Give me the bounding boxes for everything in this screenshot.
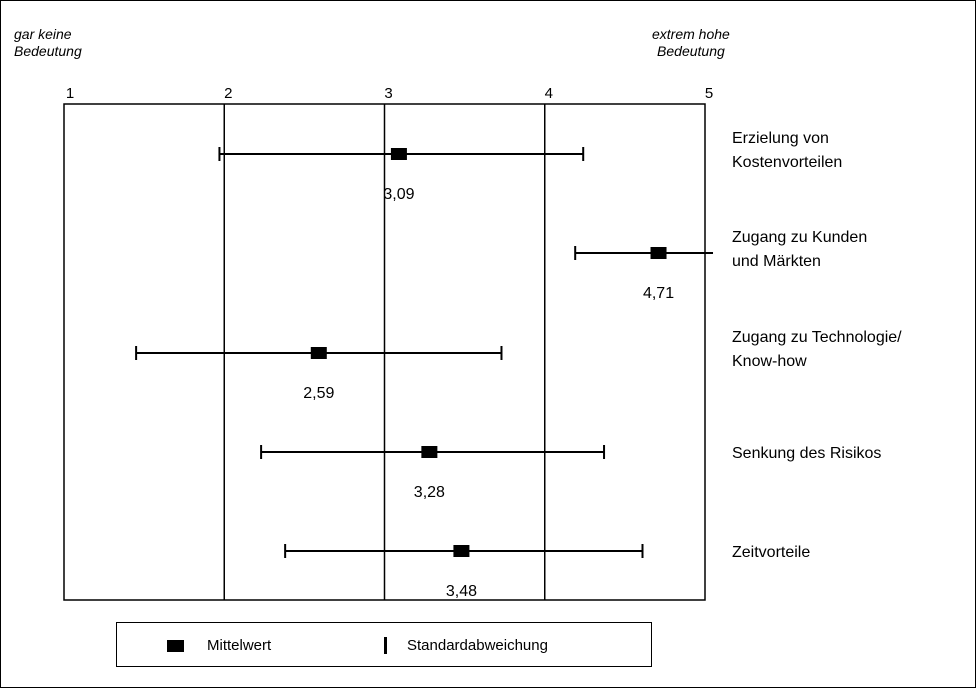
mean-marker-3 <box>310 347 327 359</box>
mean-value-label-1: 3,09 <box>383 186 414 203</box>
legend-std-marker <box>384 637 387 654</box>
mean-value-label-5: 3,48 <box>446 583 477 600</box>
category-label-3-line1: Zugang zu Technologie/ <box>732 329 902 346</box>
legend: Mittelwert Standardabweichung <box>116 622 652 667</box>
category-label-1-line2: Kostenvorteilen <box>732 154 842 171</box>
category-label-1-line1: Erzielung von <box>732 130 829 147</box>
category-label-4-line1: Senkung des Risikos <box>732 445 881 462</box>
mean-value-label-4: 3,28 <box>414 484 445 501</box>
category-label-2-line2: und Märkten <box>732 253 821 270</box>
scale-note-low-line1: gar keine <box>14 26 72 42</box>
x-tick-label-3: 3 <box>384 85 392 102</box>
scale-note-high-line2: Bedeutung <box>657 43 725 59</box>
category-label-3-line2: Know-how <box>732 353 807 370</box>
mean-value-label-3: 2,59 <box>303 385 334 402</box>
category-label-2-line1: Zugang zu Kunden <box>732 229 867 246</box>
scale-note-high: extrem hohe Bedeutung <box>652 26 730 60</box>
legend-mean-marker <box>167 640 184 652</box>
mean-marker-4 <box>421 446 438 458</box>
mean-marker-5 <box>453 545 470 557</box>
scale-note-low-line2: Bedeutung <box>14 43 82 59</box>
mean-value-label-2: 4,71 <box>643 285 674 302</box>
mean-marker-1 <box>390 148 407 160</box>
x-tick-label-2: 2 <box>224 85 232 102</box>
mean-marker-2 <box>650 247 667 259</box>
category-label-5-line1: Zeitvorteile <box>732 544 810 561</box>
legend-std-label: Standardabweichung <box>407 637 548 654</box>
x-tick-label-4: 4 <box>545 85 553 102</box>
scale-note-low: gar keine Bedeutung <box>14 26 82 60</box>
legend-mean-label: Mittelwert <box>207 637 272 654</box>
x-tick-label-5: 5 <box>705 85 713 102</box>
x-tick-label-1: 1 <box>66 85 74 102</box>
scale-note-high-line1: extrem hohe <box>652 26 730 42</box>
